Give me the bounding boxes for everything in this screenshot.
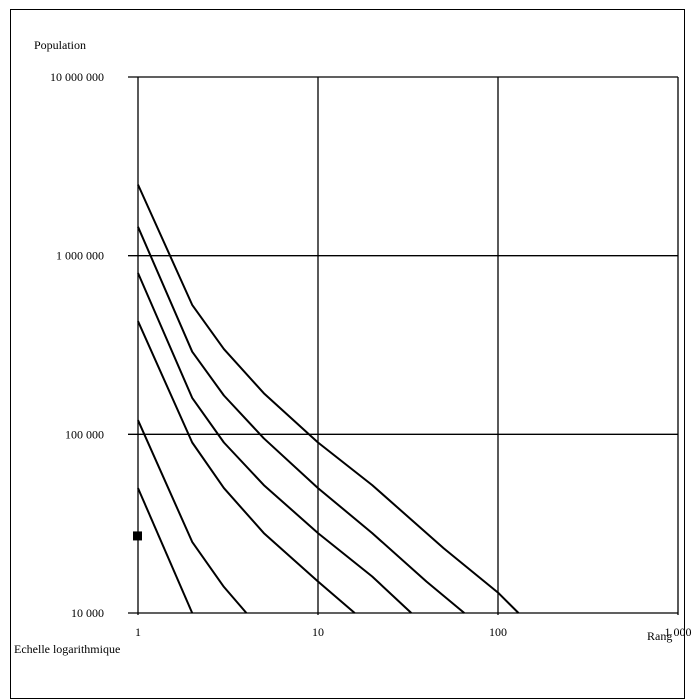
- chart-frame: [10, 9, 685, 699]
- y-tick-label: 1 000 000: [56, 249, 104, 263]
- series-line: [137, 226, 465, 614]
- series-line: [137, 487, 194, 614]
- y-tick-label: 10 000: [71, 606, 104, 620]
- x-tick-label: 1 000: [665, 625, 692, 639]
- series-group: [137, 184, 520, 614]
- series-line: [137, 184, 520, 614]
- y-tick-label: 100 000: [65, 427, 104, 441]
- rank-size-chart: 1 10 100 1 000 10 000 100 000 1 000 000 10 000 …: [14, 38, 692, 656]
- series-line: [137, 272, 412, 614]
- x-axis-label: Rang: [647, 629, 672, 643]
- tick-labels: 1 10 100 1 000 10 000 100 000 1 000 000 10 000 …: [50, 70, 692, 639]
- y-tick-label: 10 000 000: [50, 70, 104, 84]
- square-marker: [133, 531, 142, 541]
- x-tick-label: 10: [312, 625, 324, 639]
- markers-group: [133, 531, 142, 541]
- y-axis-label: Population: [34, 38, 86, 52]
- x-tick-label: 100: [489, 625, 507, 639]
- series-line: [137, 419, 248, 614]
- scale-note: Echelle logarithmique: [14, 642, 120, 656]
- x-tick-label: 1: [135, 625, 141, 639]
- grid: [128, 76, 679, 615]
- series-line: [137, 320, 356, 614]
